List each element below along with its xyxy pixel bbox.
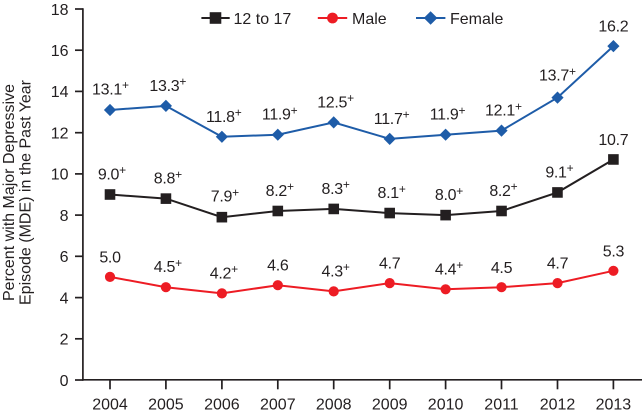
svg-text:2011: 2011: [484, 396, 519, 413]
svg-text:4.7: 4.7: [379, 256, 401, 273]
svg-text:4.5: 4.5: [491, 260, 513, 277]
svg-text:4.4+: 4.4+: [435, 258, 463, 278]
svg-text:11.7+: 11.7+: [374, 108, 410, 128]
svg-text:2004: 2004: [92, 396, 128, 413]
svg-text:Percent with Major Depressive: Percent with Major Depressive: [1, 84, 18, 301]
svg-text:8.0+: 8.0+: [435, 184, 463, 204]
svg-text:8.2+: 8.2+: [266, 180, 294, 200]
svg-text:Male: Male: [352, 11, 387, 28]
svg-text:8.2+: 8.2+: [489, 180, 517, 200]
svg-text:9.0+: 9.0+: [98, 163, 126, 183]
svg-text:2005: 2005: [148, 396, 184, 413]
svg-text:Episode (MDE) in the Past Year: Episode (MDE) in the Past Year: [18, 79, 35, 305]
svg-text:12 to 17: 12 to 17: [234, 11, 292, 28]
svg-text:12.5+: 12.5+: [317, 91, 354, 111]
svg-text:4.6: 4.6: [267, 258, 289, 275]
svg-text:14: 14: [51, 84, 69, 101]
svg-text:2007: 2007: [260, 396, 296, 413]
svg-text:10.7: 10.7: [598, 132, 628, 149]
svg-text:5.3: 5.3: [603, 243, 625, 260]
svg-text:13.3+: 13.3+: [149, 75, 186, 95]
svg-text:2006: 2006: [204, 396, 240, 413]
svg-text:2013: 2013: [596, 396, 632, 413]
svg-text:18: 18: [51, 2, 69, 19]
svg-text:4.7: 4.7: [547, 256, 569, 273]
svg-text:12: 12: [51, 126, 69, 143]
svg-text:4: 4: [60, 290, 69, 307]
svg-text:13.7+: 13.7+: [539, 64, 576, 84]
svg-text:2008: 2008: [316, 396, 352, 413]
svg-text:2012: 2012: [540, 396, 576, 413]
svg-text:4.5+: 4.5+: [154, 256, 182, 276]
svg-text:11.8+: 11.8+: [206, 106, 242, 126]
svg-text:2009: 2009: [372, 396, 408, 413]
svg-text:11.9+: 11.9+: [262, 103, 298, 123]
svg-text:11.9+: 11.9+: [430, 103, 466, 123]
svg-text:4.2+: 4.2+: [210, 262, 238, 282]
svg-text:8.1+: 8.1+: [378, 182, 406, 202]
svg-text:10: 10: [51, 167, 69, 184]
svg-text:9.1+: 9.1+: [545, 161, 573, 181]
svg-text:0: 0: [60, 373, 69, 390]
svg-text:2010: 2010: [428, 396, 464, 413]
svg-text:12.1+: 12.1+: [485, 99, 522, 119]
svg-text:8.3+: 8.3+: [322, 178, 350, 198]
svg-text:4.3+: 4.3+: [322, 260, 350, 280]
svg-text:8: 8: [60, 208, 69, 225]
svg-text:Female: Female: [450, 11, 503, 28]
svg-text:16.2: 16.2: [598, 19, 628, 36]
svg-text:13.1+: 13.1+: [92, 78, 129, 98]
svg-text:16: 16: [51, 43, 69, 60]
svg-text:2: 2: [60, 332, 69, 349]
svg-text:8.8+: 8.8+: [154, 167, 182, 187]
svg-text:5.0: 5.0: [99, 249, 121, 266]
svg-text:6: 6: [60, 249, 69, 266]
svg-text:7.9+: 7.9+: [211, 185, 239, 205]
